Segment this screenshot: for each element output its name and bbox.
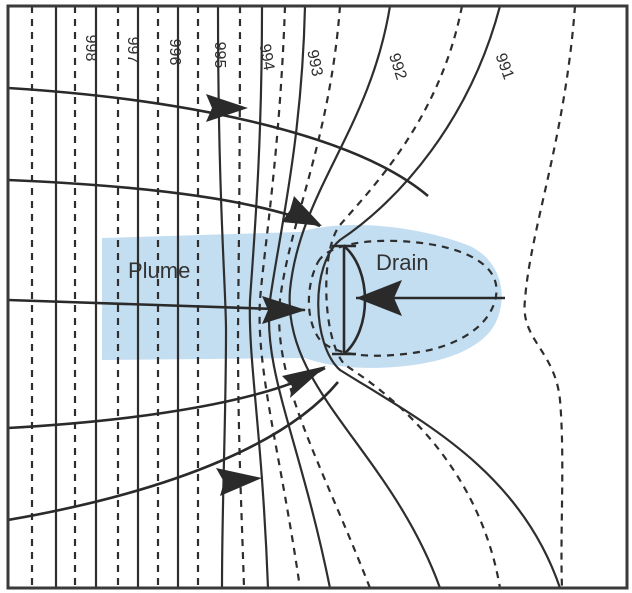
flow-lines xyxy=(8,86,429,522)
flow-arrow-icon xyxy=(282,196,322,226)
contour-label: 993 xyxy=(303,48,325,78)
diagram-frame xyxy=(6,4,629,590)
contour-label: 995 xyxy=(211,42,228,69)
plume-area xyxy=(102,224,502,368)
flow-arrow-icon xyxy=(262,296,306,324)
flow-arrow-icon xyxy=(216,468,262,496)
drain-symbol xyxy=(307,239,505,357)
contour-label: 994 xyxy=(256,43,277,72)
flow-arrow-icon xyxy=(282,366,326,398)
contour-label: 996 xyxy=(166,39,183,66)
contour-label: 997 xyxy=(124,37,141,64)
contour-labels: 998 997 996 995 994 993 992 991 xyxy=(82,35,517,82)
drain-arrow-icon xyxy=(356,280,402,316)
drain-label: Drain xyxy=(376,250,429,275)
plume-label: Plume xyxy=(128,258,190,283)
contour-label: 998 xyxy=(82,35,99,62)
flow-arrow-icon xyxy=(206,94,248,122)
